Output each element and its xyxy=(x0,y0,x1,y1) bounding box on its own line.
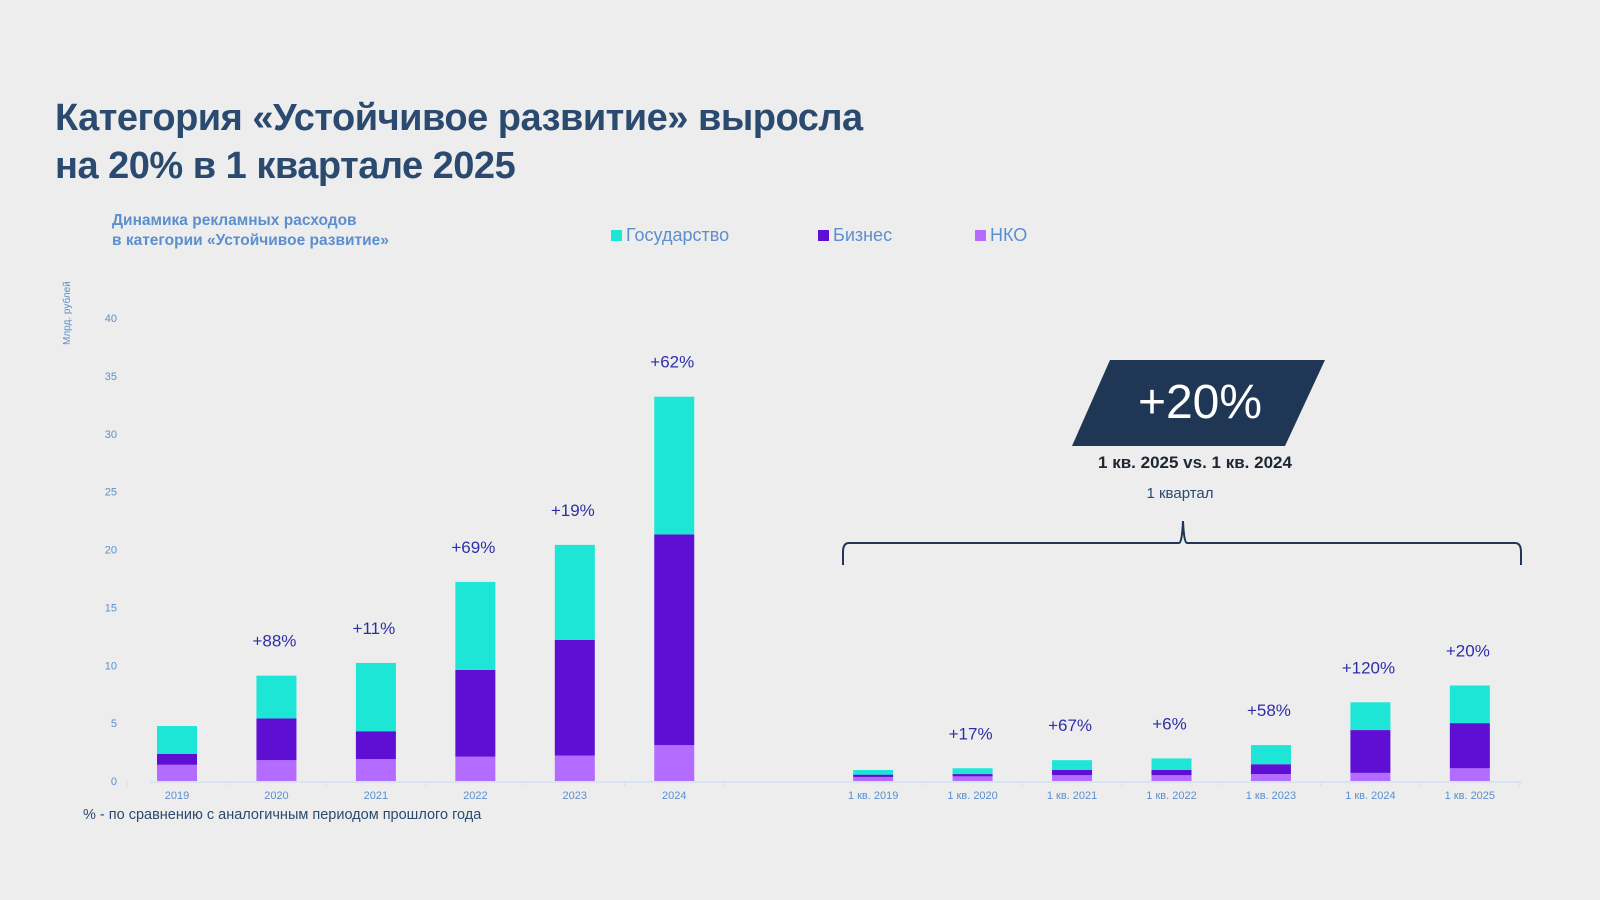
legend-label-business: Бизнес xyxy=(833,225,893,245)
title-line-2: на 20% в 1 квартале 2025 xyxy=(55,145,516,187)
bar-segment-state xyxy=(554,544,595,640)
highlight-caption: 1 кв. 2025 vs. 1 кв. 2024 xyxy=(1098,453,1292,472)
y-tick-label: 0 xyxy=(111,776,117,788)
growth-data-label: +69% xyxy=(451,538,495,557)
bar-segment-state xyxy=(355,662,396,732)
x-tick-label: 2024 xyxy=(662,790,686,802)
y-tick-label: 20 xyxy=(105,545,117,557)
bar-segment-nko xyxy=(1151,775,1192,781)
badge-shape xyxy=(1072,360,1325,446)
bar-segment-business xyxy=(1052,770,1093,776)
quarter-group-label: 1 квартал xyxy=(1146,485,1214,502)
y-tick-label: 30 xyxy=(105,429,117,441)
x-tick-label: 1 кв. 2019 xyxy=(848,790,898,802)
page-title: Категория «Устойчивое развитие» выросла … xyxy=(55,94,863,190)
y-tick-label: 5 xyxy=(111,718,117,730)
y-tick-label: 15 xyxy=(105,602,117,614)
growth-data-label: +20% xyxy=(1446,642,1490,661)
bar-segment-nko xyxy=(1250,774,1291,781)
bar-segment-state xyxy=(654,396,695,535)
legend-swatch-state xyxy=(611,230,622,241)
x-tick-label: 1 кв. 2023 xyxy=(1246,790,1296,802)
bar-segment-business xyxy=(1151,770,1192,776)
legend-item-state: Государство xyxy=(611,225,729,246)
legend-label-nko: НКО xyxy=(990,225,1028,245)
x-tick-label: 1 кв. 2025 xyxy=(1445,790,1495,802)
bar-segment-business xyxy=(355,731,396,760)
bar-segment-business xyxy=(853,774,894,777)
bar-segment-business xyxy=(1449,723,1490,769)
chart-legend: Государство Бизнес НКО xyxy=(0,225,1600,249)
bar-segment-state xyxy=(157,726,197,754)
growth-data-label: +6% xyxy=(1152,714,1187,733)
bar-segment-business xyxy=(952,774,993,777)
bar-segment-nko xyxy=(256,760,297,781)
x-tick-label: 1 кв. 2021 xyxy=(1047,790,1097,802)
bar-segment-nko xyxy=(157,764,197,781)
y-tick-label: 10 xyxy=(105,660,117,672)
bar-segment-state xyxy=(1350,702,1391,731)
bar-segment-nko xyxy=(1052,775,1093,781)
growth-data-label: +120% xyxy=(1342,658,1395,677)
bar-segment-nko xyxy=(952,776,993,781)
footnote: % - по сравнению с аналогичным периодом … xyxy=(83,807,482,823)
legend-swatch-nko xyxy=(975,230,986,241)
bar-segment-state xyxy=(1052,760,1093,771)
quarter-group-brace xyxy=(842,520,1522,565)
x-tick-label: 1 кв. 2020 xyxy=(947,790,997,802)
bar-segment-state xyxy=(1449,685,1490,724)
x-tick-label: 2022 xyxy=(463,790,487,802)
y-tick-label: 25 xyxy=(105,487,117,499)
legend-swatch-business xyxy=(818,230,829,241)
growth-data-label: +17% xyxy=(949,724,993,743)
badge-parallelogram xyxy=(1072,360,1325,446)
chart-subtitle-line-1: Динамика рекламных расходов xyxy=(112,212,357,229)
legend-label-state: Государство xyxy=(626,225,730,245)
growth-data-label: +62% xyxy=(650,353,694,372)
bar-segment-business xyxy=(157,753,197,765)
y-tick-label: 35 xyxy=(105,371,117,383)
x-tick-label: 2019 xyxy=(165,790,189,802)
x-tick-label: 1 кв. 2022 xyxy=(1146,790,1196,802)
x-tick-label: 2023 xyxy=(563,790,587,802)
bar-segment-nko xyxy=(355,759,396,781)
bar-segment-business xyxy=(1250,764,1291,775)
growth-data-label: +58% xyxy=(1247,701,1291,720)
bar-segment-business xyxy=(1350,730,1391,773)
chart-subtitle: Динамика рекламных расходов в категории … xyxy=(112,211,389,251)
x-tick-label: 2020 xyxy=(264,790,288,802)
bar-segment-business xyxy=(654,534,695,746)
bar-segment-state xyxy=(853,770,894,775)
y-tick-label: 40 xyxy=(105,313,117,325)
growth-data-label: +11% xyxy=(353,619,396,638)
x-tick-label: 2021 xyxy=(364,790,388,802)
bar-segment-nko xyxy=(554,755,595,781)
bar-segment-nko xyxy=(853,776,894,781)
growth-data-label: +88% xyxy=(252,632,296,651)
legend-item-nko: НКО xyxy=(975,225,1027,246)
bar-segment-nko xyxy=(455,756,496,781)
growth-data-label: +19% xyxy=(551,501,595,520)
bar-segment-nko xyxy=(1350,772,1391,781)
growth-data-label: +67% xyxy=(1048,716,1092,735)
chart-subtitle-line-2: в категории «Устойчивое развитие» xyxy=(112,232,389,249)
bar-segment-business xyxy=(455,669,496,757)
legend-item-business: Бизнес xyxy=(818,225,892,246)
title-line-1: Категория «Устойчивое развитие» выросла xyxy=(55,97,863,139)
bar-segment-nko xyxy=(654,745,695,781)
highlight-value: +20% xyxy=(1137,376,1263,429)
bar-segment-nko xyxy=(1449,768,1490,781)
highlight-badge: +20% xyxy=(1070,360,1330,446)
bar-segment-state xyxy=(1151,758,1192,771)
bar-segment-state xyxy=(1250,745,1291,765)
bar-segment-business xyxy=(554,639,595,756)
x-tick-label: 1 кв. 2024 xyxy=(1345,790,1395,802)
bar-segment-state xyxy=(952,768,993,775)
bar-segment-state xyxy=(256,675,297,719)
bar-segment-state xyxy=(455,581,496,670)
bar-segment-business xyxy=(256,718,297,761)
